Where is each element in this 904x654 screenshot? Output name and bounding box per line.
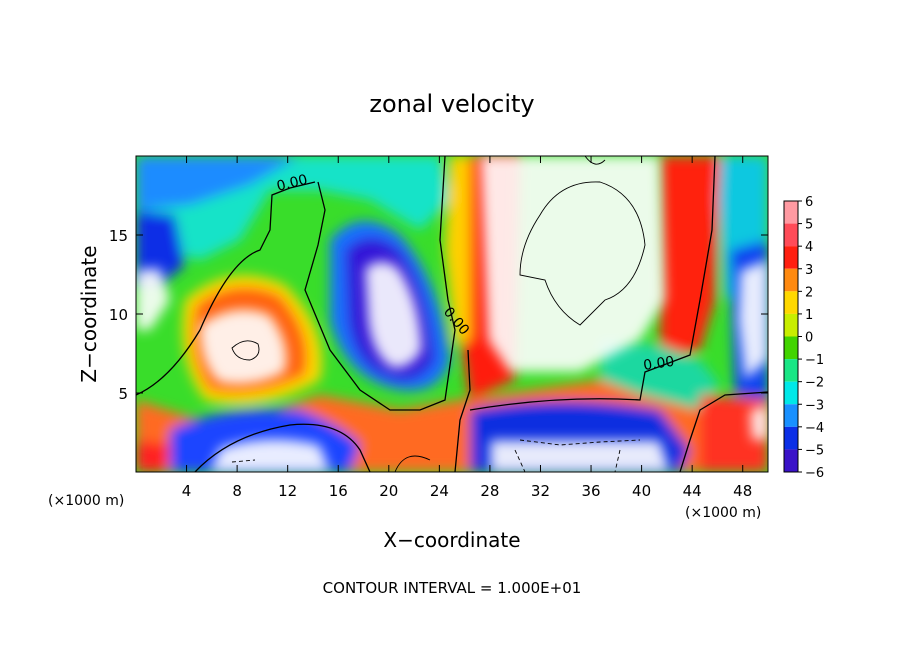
x-tick-label: 4 bbox=[182, 482, 192, 500]
colorbar-label: 6 bbox=[805, 195, 813, 210]
chart-title: zonal velocity bbox=[369, 90, 534, 118]
colorbar-label: 0 bbox=[805, 331, 813, 346]
colorbar-swatch bbox=[784, 223, 798, 247]
colorbar-swatch bbox=[784, 246, 798, 269]
colorbar-swatch bbox=[784, 381, 798, 405]
y-axis-label: Z−coordinate bbox=[77, 245, 101, 382]
y-tick-label: 15 bbox=[109, 227, 128, 245]
colorbar-label: 1 bbox=[805, 308, 813, 323]
colorbar-swatch bbox=[784, 404, 798, 427]
velocity-field: 0.00 0.00 0.00 bbox=[136, 156, 768, 472]
y-tick-label: 10 bbox=[109, 306, 128, 324]
colorbar-label: −1 bbox=[805, 353, 824, 368]
x-tick-label: 48 bbox=[733, 482, 752, 500]
x-axis: 4 8 12 16 20 24 28 32 36 40 44 48 bbox=[182, 156, 752, 500]
colorbar-swatch bbox=[784, 426, 798, 450]
colorbar-label: 5 bbox=[805, 218, 813, 233]
colorbar-label: −4 bbox=[805, 421, 824, 436]
x-tick-label: 28 bbox=[480, 482, 499, 500]
x-unit-right: (×1000 m) bbox=[685, 505, 761, 521]
colorbar-label: −3 bbox=[805, 398, 824, 413]
x-tick-label: 24 bbox=[430, 482, 449, 500]
x-tick-label: 8 bbox=[232, 482, 242, 500]
y-axis: 5 10 15 bbox=[109, 227, 768, 403]
colorbar-label: −2 bbox=[805, 376, 824, 391]
colorbar-swatch bbox=[784, 268, 798, 292]
x-tick-label: 40 bbox=[632, 482, 651, 500]
colorbar-swatch bbox=[784, 359, 798, 382]
contour-label: 0.00 bbox=[275, 172, 309, 195]
contour-label: 0.00 bbox=[642, 354, 675, 374]
x-tick-label: 16 bbox=[329, 482, 348, 500]
colorbar-label: 3 bbox=[805, 263, 813, 278]
colorbar-swatch bbox=[784, 449, 798, 472]
colorbar: 6 5 4 3 2 1 0 −1 −2 −3 −4 −5 −6 bbox=[783, 195, 824, 481]
colorbar-swatch bbox=[784, 313, 798, 337]
colorbar-swatch bbox=[784, 291, 798, 314]
x-tick-label: 32 bbox=[531, 482, 550, 500]
contour-interval-note: CONTOUR INTERVAL = 1.000E+01 bbox=[323, 579, 582, 597]
colorbar-label: −5 bbox=[805, 443, 824, 458]
y-tick-label: 5 bbox=[118, 385, 128, 403]
colorbar-label: −6 bbox=[805, 466, 824, 481]
x-tick-label: 20 bbox=[379, 482, 398, 500]
colorbar-swatch bbox=[784, 201, 798, 224]
x-tick-label: 44 bbox=[683, 482, 702, 500]
x-tick-label: 36 bbox=[581, 482, 600, 500]
x-tick-label: 12 bbox=[278, 482, 297, 500]
colorbar-swatch bbox=[784, 336, 798, 360]
colorbar-label: 4 bbox=[805, 240, 813, 255]
colorbar-label: 2 bbox=[805, 285, 813, 300]
x-axis-label: X−coordinate bbox=[383, 528, 520, 552]
x-unit-left: (×1000 m) bbox=[48, 493, 124, 509]
